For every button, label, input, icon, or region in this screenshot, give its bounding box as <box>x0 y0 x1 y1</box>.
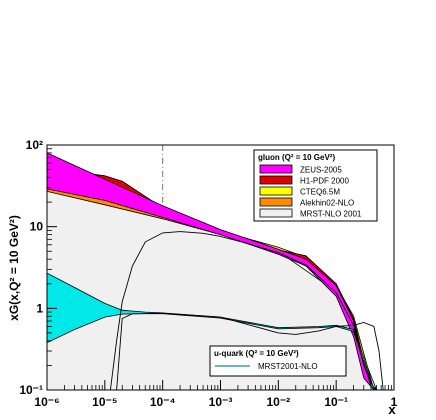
x-axis-label: x <box>388 402 396 417</box>
plot-lines <box>109 231 384 390</box>
line-mrst-nlo-2001 <box>109 231 365 390</box>
y-tick-label: 10 <box>30 220 44 234</box>
band-zeus-2005 <box>47 152 375 390</box>
plot-area <box>47 145 378 390</box>
legend-swatch-alekhin02-nlo <box>259 197 293 207</box>
quark-legend-title: u-quark (Q² = 10 GeV²) <box>214 349 299 358</box>
x-tick-label: 10⁻² <box>266 395 290 409</box>
legend-swatch-h1-pdf-2000 <box>259 175 293 185</box>
legend-swatch-mrst-nlo-2001 <box>259 208 293 218</box>
x-tick-label: 10⁻⁴ <box>150 395 176 409</box>
x-tick-label: 10⁻⁶ <box>34 395 59 409</box>
gluon-legend: gluon (Q² = 10 GeV²) ZEUS-2005 H1-PDF 200… <box>253 149 378 222</box>
legend-label-alekhin02-nlo: Alekhin02-NLO <box>300 199 354 208</box>
quark-legend: u-quark (Q² = 10 GeV²) MRST2001-NLO <box>209 345 347 377</box>
legend-swatch-zeus-2005 <box>259 164 293 174</box>
quark-legend-label: MRST2001-NLO <box>258 362 318 371</box>
y-tick-label: 10² <box>26 138 43 152</box>
legend-swatch-cteq6-5m <box>259 186 293 196</box>
x-tick-label: 1 <box>391 395 398 409</box>
x-tick-label: 10⁻¹ <box>324 395 348 409</box>
x-tick-label: 10⁻⁵ <box>92 395 117 409</box>
x-tick-label: 10⁻³ <box>209 395 233 409</box>
y-tick-label: 1 <box>36 301 43 315</box>
axes: 10⁻⁶ 10⁻⁵ 10⁻⁴ 10⁻³ 10⁻² 10⁻¹ 1 10⁻¹ 1 10 10² <box>19 138 397 409</box>
legend-label-cteq6-5m: CTEQ6.5M <box>300 188 340 197</box>
legend-label-zeus-2005: ZEUS-2005 <box>300 166 342 175</box>
y-axis-label: xG(x,Q² = 10 GeV²) <box>7 215 21 321</box>
quark-legend-box <box>209 345 347 377</box>
legend-label-mrst-nlo-2001: MRST-NLO 2001 <box>300 210 362 219</box>
line-mrst2001-nlo <box>116 312 384 390</box>
y-tick-label: 10⁻¹ <box>19 383 43 397</box>
legend-label-h1-pdf-2000: H1-PDF 2000 <box>300 177 349 186</box>
gluon-legend-title: gluon (Q² = 10 GeV²) <box>258 153 335 162</box>
